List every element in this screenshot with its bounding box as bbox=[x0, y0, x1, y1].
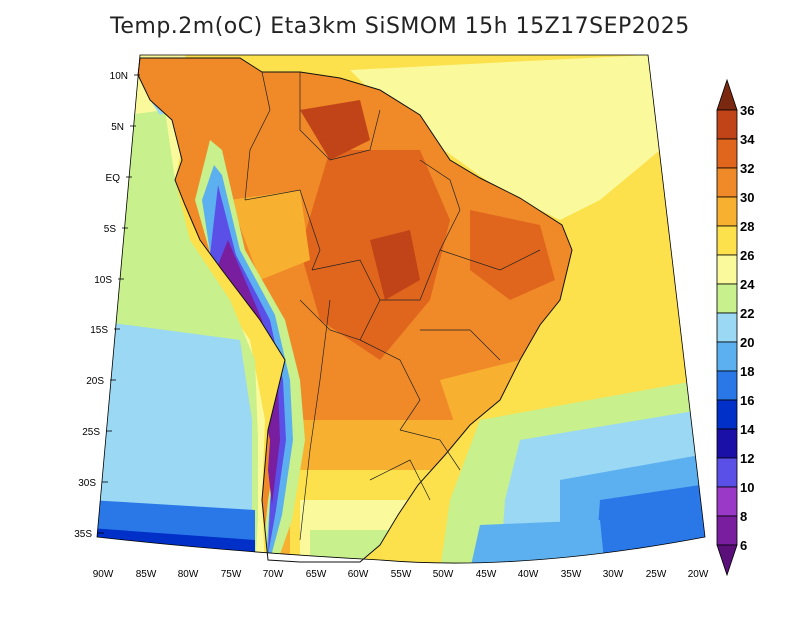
atlantic-field-24-26 bbox=[350, 55, 660, 220]
colorbar-label: 10 bbox=[740, 480, 754, 495]
colorbar-label: 34 bbox=[740, 132, 755, 147]
lat-label: 10S bbox=[94, 275, 112, 286]
colorbar-segment-6-8 bbox=[716, 515, 738, 546]
colorbar-label: 16 bbox=[740, 393, 754, 408]
atlantic-field-26-28-east bbox=[560, 230, 700, 380]
colorbar-label: 32 bbox=[740, 161, 754, 176]
colorbar-label: 18 bbox=[740, 364, 754, 379]
colorbar-label: 36 bbox=[740, 103, 754, 118]
colorbar-label: 14 bbox=[740, 422, 755, 437]
colorbar-segment-8-10 bbox=[716, 486, 738, 517]
colorbar-segment-34-36 bbox=[716, 109, 738, 140]
colorbar-segment-20-22 bbox=[716, 312, 738, 343]
land-field-34-36-north bbox=[300, 100, 370, 160]
lat-label: 5N bbox=[111, 122, 124, 133]
lon-label: 20W bbox=[688, 569, 709, 580]
map-title: Temp.2m(oC) Eta3km SiSMOM 15h 15Z17SEP20… bbox=[110, 14, 690, 39]
lon-label: 40W bbox=[518, 569, 539, 580]
colorbar-label: 24 bbox=[740, 277, 755, 292]
border-brazil-states-center bbox=[420, 329, 501, 361]
border-bolivia bbox=[299, 259, 381, 341]
land-field-34-36-patch bbox=[370, 230, 420, 300]
axis-ticks bbox=[98, 74, 140, 534]
border-argentina-chile bbox=[299, 299, 331, 541]
land-field-32-34-northeast bbox=[470, 210, 555, 300]
colorbar-segment-26-28 bbox=[716, 225, 738, 256]
colorbar-label: 30 bbox=[740, 190, 754, 205]
lon-label: 45W bbox=[476, 569, 497, 580]
lon-label: 90W bbox=[93, 569, 114, 580]
colorbar-label: 20 bbox=[740, 335, 754, 350]
lat-label: 5S bbox=[104, 224, 117, 235]
map-frame bbox=[96, 54, 706, 564]
colorbar-label: 6 bbox=[740, 538, 747, 553]
colorbar-segment-lt6 bbox=[716, 544, 738, 577]
lat-label: 35S bbox=[74, 529, 92, 540]
lon-label: 80W bbox=[178, 569, 199, 580]
lon-label: 75W bbox=[221, 569, 242, 580]
lon-label: 60W bbox=[348, 569, 369, 580]
border-uruguay bbox=[369, 459, 431, 501]
colorbar-label: 8 bbox=[740, 509, 747, 524]
lat-label: 15S bbox=[90, 325, 108, 336]
colorbar-segment-30-32 bbox=[716, 167, 738, 198]
border-venezuela bbox=[299, 72, 381, 161]
colorbar-segment-16-18 bbox=[716, 370, 738, 401]
political-borders bbox=[244, 71, 541, 541]
colorbar-label: 26 bbox=[740, 248, 754, 263]
lat-label: 10N bbox=[110, 71, 128, 82]
lon-label: 30W bbox=[603, 569, 624, 580]
lon-label: 25W bbox=[646, 569, 667, 580]
colorbar-label: 12 bbox=[740, 451, 754, 466]
border-paraguay bbox=[359, 339, 421, 431]
colorbar-label: 28 bbox=[740, 219, 754, 234]
land-field-28-30-west bbox=[230, 190, 310, 280]
colorbar-segment-12-14 bbox=[716, 428, 738, 459]
border-brazil-states-south bbox=[399, 429, 461, 471]
colorbar-label: 22 bbox=[740, 306, 754, 321]
lon-label: 65W bbox=[306, 569, 327, 580]
colorbar bbox=[716, 78, 738, 577]
temperature-field bbox=[97, 55, 705, 564]
lat-label: 30S bbox=[78, 478, 96, 489]
colorbar-segment-10-12 bbox=[716, 457, 738, 488]
colorbar-segment-32-34 bbox=[716, 138, 738, 169]
lat-label: 25S bbox=[82, 427, 100, 438]
colorbar-segment-24-26 bbox=[716, 254, 738, 285]
longitude-labels: 90W 85W 80W 75W 70W 65W 60W 55W 50W 45W … bbox=[93, 569, 709, 580]
lon-label: 50W bbox=[433, 569, 454, 580]
colorbar-segment-22-24 bbox=[716, 283, 738, 314]
colorbar-segment-14-16 bbox=[716, 399, 738, 430]
border-brazil-states-north bbox=[380, 159, 461, 301]
colorbar-labels: 36 34 32 30 28 26 24 22 20 18 16 14 12 1… bbox=[740, 103, 755, 553]
latitude-labels: 10N 5N EQ 5S 10S 15S 20S 25S 30S 35S bbox=[74, 71, 128, 540]
lon-label: 85W bbox=[136, 569, 157, 580]
border-peru-brazil bbox=[244, 189, 321, 271]
colorbar-segment-18-20 bbox=[716, 341, 738, 372]
lat-label: EQ bbox=[106, 173, 121, 184]
lon-label: 35W bbox=[561, 569, 582, 580]
lon-label: 70W bbox=[263, 569, 284, 580]
border-brazil-states-northeast bbox=[439, 249, 541, 271]
lat-label: 20S bbox=[86, 376, 104, 387]
lon-label: 55W bbox=[391, 569, 412, 580]
colorbar-segment-gt36 bbox=[716, 78, 738, 111]
border-colombia bbox=[244, 71, 271, 201]
colorbar-segment-28-30 bbox=[716, 196, 738, 227]
